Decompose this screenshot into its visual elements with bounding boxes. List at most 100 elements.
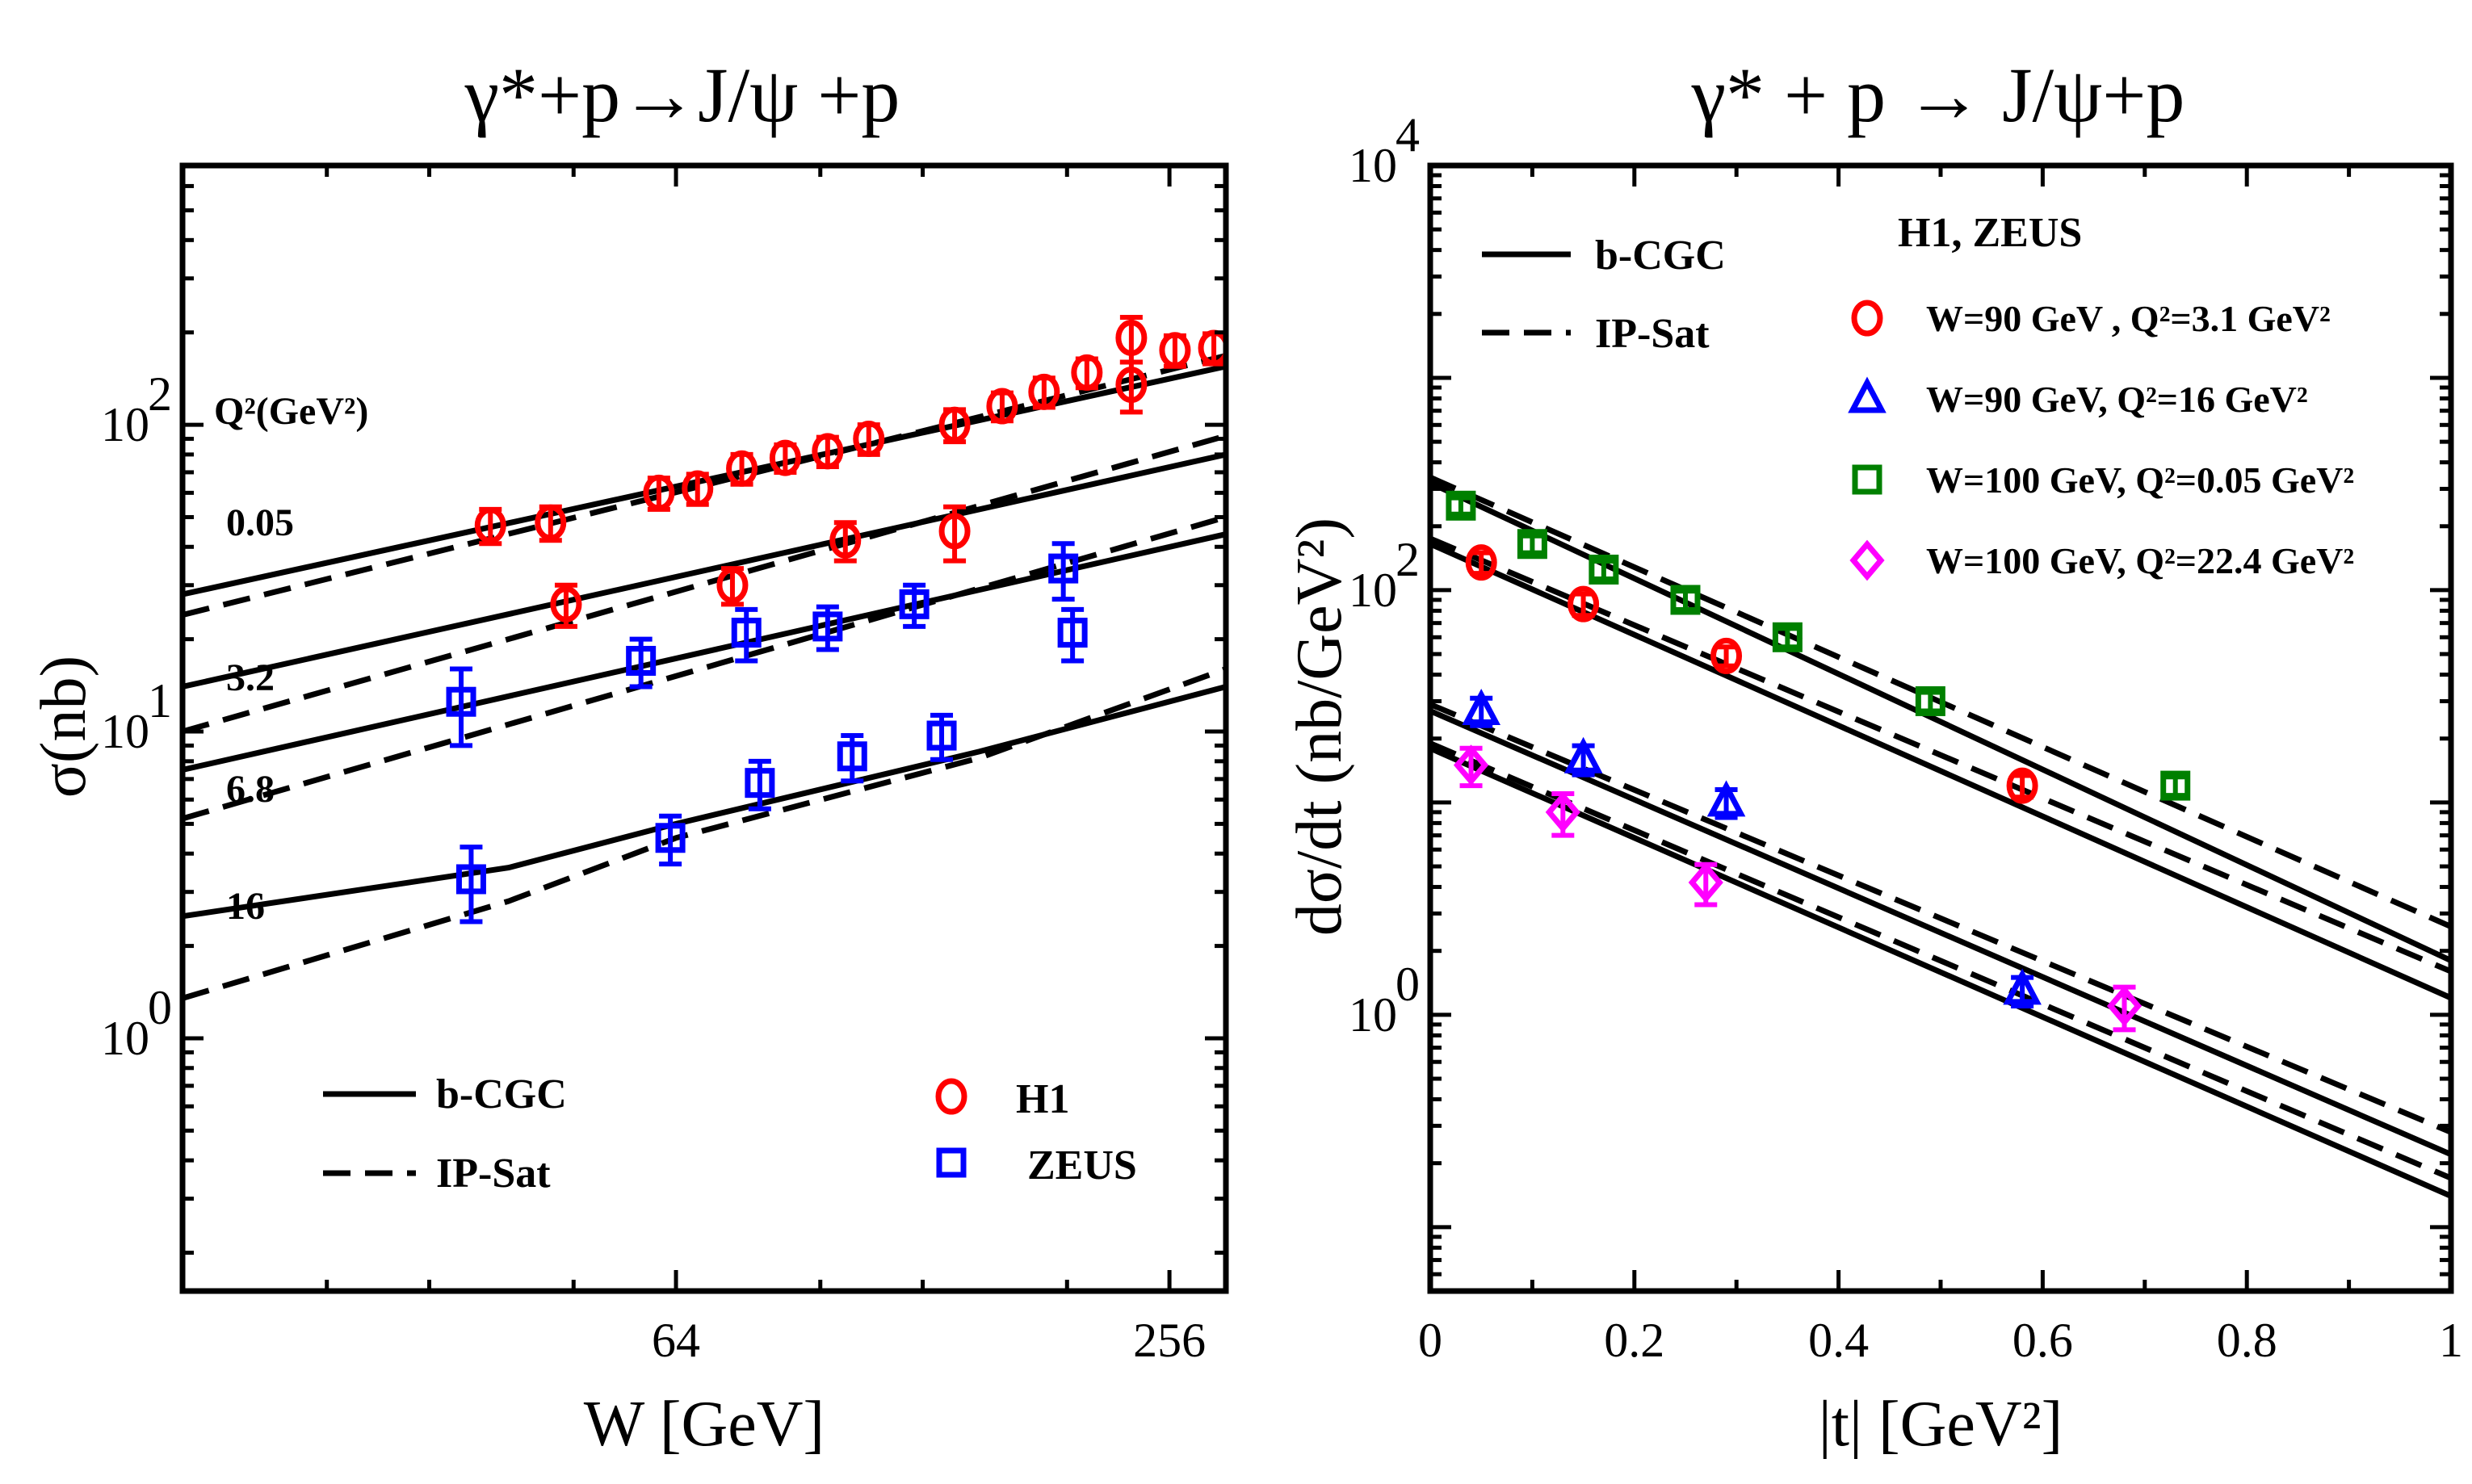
triangle-data-point — [1706, 780, 1746, 817]
diamond-data-point — [1688, 861, 1723, 903]
circle-data-point — [550, 585, 582, 623]
circle-data-point — [1198, 329, 1226, 367]
error-bar — [1449, 495, 1472, 517]
y-tick-label: 10 — [1349, 564, 1397, 617]
x-tick-label: 64 — [652, 1314, 700, 1367]
left-x-axis-label: W [GeV] — [584, 1389, 825, 1460]
curve-solid-4 — [1430, 708, 2451, 1158]
y-tick-exponent: 0 — [1395, 958, 1420, 1011]
circle-data-point — [1159, 332, 1191, 369]
square-data-point — [626, 645, 657, 676]
right-curves — [1430, 474, 2451, 1199]
curve-label: 6.8 — [226, 768, 275, 811]
y-tick-exponent: 1 — [148, 674, 172, 727]
curve-solid-2 — [1430, 541, 2451, 1001]
diamond-data-point — [2106, 985, 2143, 1027]
legend-ipsat-label: IP-Sat — [436, 1151, 551, 1197]
triangle-data-point — [2003, 968, 2042, 1005]
circle-data-point — [726, 450, 758, 487]
square-data-point — [1517, 529, 1547, 560]
circle-data-point — [1071, 354, 1103, 391]
circle-data-point — [716, 567, 749, 604]
diamond-data-point — [1453, 744, 1489, 786]
left-chart-title: γ*+p→J/ψ +p — [464, 52, 900, 138]
circle-data-point — [682, 470, 714, 507]
error-bar — [1521, 533, 1544, 555]
square-data-point — [455, 864, 486, 895]
y-tick-exponent: 0 — [148, 981, 172, 1034]
circle-data-point — [853, 420, 885, 457]
legend-circle-marker — [1851, 300, 1883, 337]
x-tick-label: 0.4 — [1808, 1314, 1869, 1367]
circle-data-point — [812, 433, 844, 470]
circle-data-point — [1710, 637, 1743, 674]
y-tick-label: 10 — [101, 705, 149, 758]
x-tick-label: 0.6 — [2012, 1314, 2073, 1367]
legend-header: H1, ZEUS — [1898, 210, 2082, 256]
left-curves — [183, 353, 1226, 1001]
square-data-point — [1048, 553, 1079, 584]
curve-label: 0.05 — [226, 501, 294, 544]
legend-triangle-marker — [1848, 376, 1887, 413]
legend-h1-marker — [935, 1078, 967, 1115]
x-tick-label: 0.8 — [2217, 1314, 2277, 1367]
square-data-point — [655, 823, 686, 853]
circle-data-point — [938, 513, 971, 550]
x-tick-label: 0 — [1418, 1314, 1442, 1367]
square-data-point — [745, 768, 775, 799]
square-data-point — [1446, 490, 1476, 521]
right-data-points — [1446, 490, 2191, 1033]
circle-data-point — [1115, 319, 1148, 356]
right-legend: b-CGC IP-Sat H1, ZEUS W=90 GeV , Q²=3.1 … — [1482, 210, 2354, 581]
square-data-point — [446, 686, 476, 717]
circle-data-point — [643, 474, 675, 511]
legend-diamond-marker — [1849, 539, 1885, 581]
square-data-point — [1057, 618, 1088, 648]
square-data-point — [1670, 585, 1701, 615]
triangle-data-point — [1563, 736, 1603, 773]
curve-dash-5 — [1430, 702, 2451, 1135]
legend-series-label: W=90 GeV, Q²=16 GeV² — [1926, 379, 2308, 420]
circle-data-point — [535, 504, 567, 541]
square-data-point — [812, 611, 843, 642]
y-tick-label: 10 — [101, 1012, 149, 1065]
square-data-point — [1772, 622, 1803, 652]
curve-solid-6 — [1430, 745, 2451, 1199]
square-data-point — [837, 741, 867, 772]
circle-data-point — [474, 507, 506, 544]
curve-label: 3.2 — [226, 656, 275, 699]
circle-data-point — [1465, 544, 1497, 581]
right-x-axis-label: |t| [GeV²] — [1819, 1389, 2063, 1460]
error-bar — [2164, 774, 2187, 799]
left-plot-frame — [179, 162, 1229, 1294]
circle-data-point — [986, 388, 1018, 425]
y-tick-exponent: 2 — [1395, 533, 1420, 586]
legend-zeus-label: ZEUS — [1027, 1142, 1137, 1188]
legend-series-label: W=90 GeV , Q²=3.1 GeV² — [1926, 298, 2331, 339]
legend-series-label: W=100 GeV, Q²=0.05 GeV² — [1926, 459, 2354, 501]
circle-data-point — [829, 522, 862, 559]
curve-dash-1 — [183, 353, 1226, 618]
curve-dash-7 — [1430, 740, 2451, 1181]
left-legend-markers — [935, 1078, 967, 1178]
curve-dash-7 — [183, 666, 1226, 1001]
x-tick-label: 0.2 — [1604, 1314, 1664, 1367]
y-tick-label: 10 — [101, 398, 149, 451]
curve-label: 16 — [226, 885, 265, 928]
x-tick-label: 1 — [2439, 1314, 2463, 1367]
y-tick-label: 10 — [1349, 139, 1397, 192]
right-legend-markers: W=90 GeV , Q²=3.1 GeV² W=90 GeV, Q²=16 Ge… — [1848, 298, 2354, 581]
error-bar — [1249, 317, 1271, 350]
legend-square-marker — [1852, 464, 1882, 495]
left-legend: b-CGC IP-Sat H1 ZEUS — [323, 1071, 1137, 1197]
left-curve-labels: 0.05 3.2 6.8 16 — [226, 501, 294, 928]
legend-bcgc-label: b-CGC — [436, 1071, 567, 1117]
y-tick-exponent: 2 — [148, 367, 172, 421]
circle-data-point — [769, 439, 801, 476]
right-chart-title: γ* + p → J/ψ+p — [1691, 52, 2185, 138]
x-tick-label: 256 — [1133, 1314, 1206, 1367]
right-y-axis-label: dσ/dt (nb/GeV²) — [1284, 518, 1355, 936]
